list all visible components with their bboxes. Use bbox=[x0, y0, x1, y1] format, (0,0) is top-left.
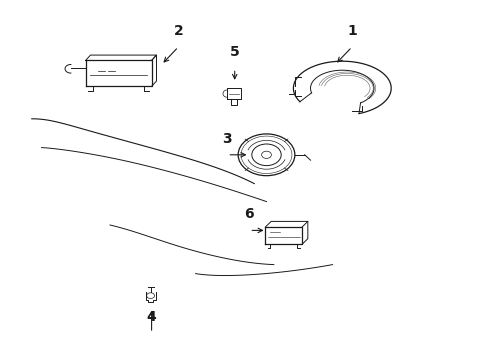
Text: 5: 5 bbox=[229, 45, 239, 59]
Text: 3: 3 bbox=[222, 132, 232, 146]
Text: 4: 4 bbox=[146, 310, 156, 324]
Text: 1: 1 bbox=[346, 24, 356, 38]
Text: 6: 6 bbox=[244, 207, 254, 221]
Text: 2: 2 bbox=[173, 24, 183, 38]
